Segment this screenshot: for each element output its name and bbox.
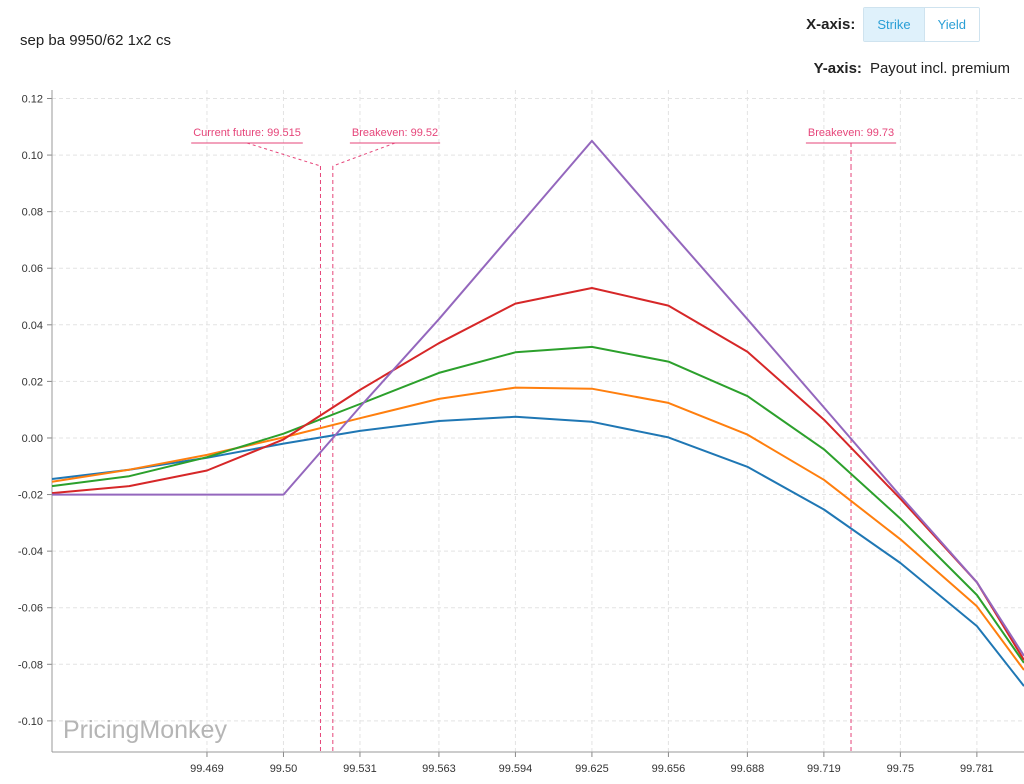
yaxis-selector: Y-axis: Payout incl. premium — [814, 60, 1010, 77]
xaxis-yield-button[interactable]: Yield — [924, 8, 979, 41]
y-tick-label: 0.00 — [22, 433, 43, 445]
x-tick-label: 99.656 — [652, 763, 686, 775]
xaxis-strike-button[interactable]: Strike — [864, 8, 925, 41]
x-tick-label: 99.531 — [343, 763, 377, 775]
xaxis-toggle-group: Strike Yield — [863, 7, 980, 42]
y-tick-label: 0.10 — [22, 150, 43, 162]
annotation-label: Current future: 99.515 — [193, 127, 301, 139]
y-tick-label: -0.04 — [18, 546, 43, 558]
yaxis-value[interactable]: Payout incl. premium — [869, 60, 1010, 77]
x-tick-label: 99.563 — [422, 763, 456, 775]
y-tick-label: -0.02 — [18, 490, 43, 502]
series-line-1[interactable] — [51, 415, 1024, 687]
x-tick-label: 99.50 — [270, 763, 298, 775]
xaxis-selector: X-axis: Strike Yield — [806, 7, 980, 42]
pricingmonkey-watermark: PricingMonkey — [63, 716, 227, 744]
x-tick-label: 99.719 — [807, 763, 841, 775]
series-layer — [51, 139, 1024, 687]
xaxis-label: X-axis: — [806, 16, 856, 33]
y-tick-label: -0.06 — [18, 603, 43, 615]
series-line-2[interactable] — [51, 386, 1024, 671]
x-tick-label: 99.594 — [499, 763, 533, 775]
series-line-4[interactable] — [51, 287, 1024, 661]
y-tick-label: 0.06 — [22, 263, 43, 275]
x-tick-label: 99.75 — [887, 763, 915, 775]
annotation-leader — [246, 142, 321, 167]
axis-layer: 0.12 0.10 0.08 0.06 0.04 0.02 0.00 -0.02 -0.04 -0… — [18, 90, 1024, 775]
annotation-label: Breakeven: 99.73 — [808, 127, 894, 139]
annotation-layer: Current future: 99.515 Breakeven: 99.52 Br… — [191, 127, 897, 752]
x-tick-label: 99.781 — [960, 763, 994, 775]
annotation-leader — [332, 142, 396, 167]
series-line-5[interactable] — [52, 139, 1024, 657]
y-tick-label: -0.08 — [18, 659, 43, 671]
x-tick-label: 99.625 — [575, 763, 609, 775]
annotation-label: Breakeven: 99.52 — [352, 127, 438, 139]
y-tick-label: -0.10 — [18, 716, 43, 728]
y-tick-label: 0.08 — [22, 207, 43, 219]
series-line-3[interactable] — [51, 345, 1024, 664]
x-tick-label: 99.469 — [190, 763, 224, 775]
x-tick-label: 99.688 — [731, 763, 765, 775]
yaxis-label: Y-axis: — [813, 60, 862, 77]
y-tick-label: 0.12 — [22, 93, 43, 105]
y-tick-label: 0.02 — [22, 376, 43, 388]
strategy-title: sep ba 9950/62 1x2 cs — [20, 32, 171, 49]
grid-layer — [52, 90, 1024, 752]
y-tick-label: 0.04 — [22, 320, 43, 332]
